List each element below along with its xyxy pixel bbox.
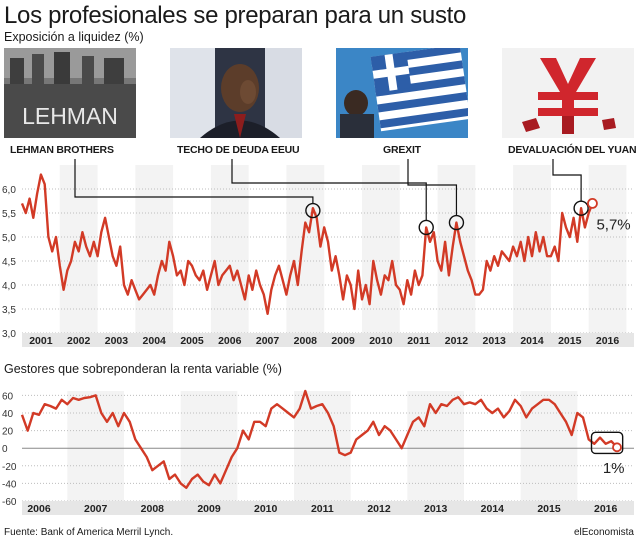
- exposicion-liquidez-line: [20, 173, 594, 315]
- annotation-connector: [74, 159, 314, 204]
- y-tick-label: -60: [2, 497, 17, 508]
- last-value-label: 5,7%: [596, 216, 630, 233]
- lehman-sign-text: LEHMAN: [22, 103, 118, 129]
- yuan-symbol-photo: [502, 48, 634, 138]
- x-tick-label: 2014: [520, 335, 544, 347]
- x-tick-label: 2009: [331, 335, 355, 347]
- y-tick-label: 5,0: [2, 233, 16, 244]
- y-tick-label: 0: [2, 444, 8, 455]
- x-tick-label: 2015: [537, 503, 561, 515]
- last-value-label: 1%: [603, 460, 625, 477]
- x-tick-label: 2005: [180, 335, 204, 347]
- y-tick-label: 3,0: [2, 329, 16, 340]
- x-axis-band: [22, 501, 634, 515]
- event-marker: [573, 200, 589, 216]
- x-tick-label: 2011: [407, 335, 430, 347]
- year-band: [362, 165, 400, 333]
- year-band: [67, 391, 124, 501]
- year-band: [407, 391, 464, 501]
- y-tick-label: 6,0: [2, 185, 16, 196]
- x-tick-label: 2010: [254, 503, 278, 515]
- last-value-point: [587, 198, 598, 209]
- greek-flag-icon: [336, 48, 468, 138]
- x-tick-label: 2012: [367, 503, 391, 515]
- x-tick-label: 2008: [294, 335, 318, 347]
- page-title: Los profesionales se preparan para un su…: [4, 2, 467, 29]
- y-tick-label: -40: [2, 479, 17, 490]
- annotation-connector: [552, 159, 582, 202]
- year-band: [588, 165, 627, 333]
- x-axis-band: [22, 333, 634, 347]
- x-tick-label: 2007: [256, 335, 280, 347]
- gestores-renta-variable-line: [20, 389, 618, 489]
- last-value-point: [612, 442, 622, 453]
- x-tick-label: 2007: [84, 503, 108, 515]
- footer-source: Fuente: Bank of America Merril Lynch.: [4, 527, 174, 538]
- chart2-title: Gestores que sobreponderan la renta vari…: [4, 362, 282, 376]
- event-marker: [305, 202, 321, 219]
- x-tick-label: 2003: [105, 335, 129, 347]
- x-tick-label: 2016: [596, 335, 620, 347]
- caption-grexit: GREXIT: [383, 144, 421, 156]
- x-tick-label: 2009: [197, 503, 221, 515]
- greek-flag-photo: [336, 48, 468, 138]
- x-tick-label: 2011: [311, 503, 334, 515]
- x-tick-label: 2015: [558, 335, 582, 347]
- recent-values-highlight: [590, 431, 624, 455]
- x-tick-label: 2006: [27, 503, 51, 515]
- y-tick-label: 40: [2, 409, 14, 420]
- footer-brand: elEconomista: [573, 527, 634, 538]
- caption-devaluacion-yuan: DEVALUACIÓN DEL YUAN: [508, 144, 637, 156]
- caption-techo-deuda: TECHO DE DEUDA EEUU: [177, 144, 300, 156]
- y-tick-label: 5,5: [2, 209, 16, 220]
- year-band: [135, 165, 174, 333]
- x-tick-label: 2012: [445, 335, 469, 347]
- x-tick-label: 2002: [67, 335, 91, 347]
- year-band: [210, 165, 249, 333]
- obama-photo: [170, 48, 302, 138]
- event-marker: [418, 219, 434, 236]
- year-band: [286, 165, 325, 333]
- y-tick-label: 60: [2, 391, 14, 402]
- x-tick-label: 2014: [481, 503, 505, 515]
- event-marker: [448, 214, 465, 231]
- year-band: [520, 391, 578, 501]
- x-tick-label: 2013: [483, 335, 507, 347]
- y-tick-label: 4,0: [2, 281, 16, 292]
- y-tick-label: 20: [2, 427, 14, 438]
- y-tick-label: -20: [2, 462, 17, 473]
- yuan-icon: [502, 48, 634, 138]
- chart-exposicion-liquidez: 6,0 5,5 5,0 4,5 4,0 3,5 3,0 2001 2002 2003 2004 200…: [2, 159, 634, 347]
- caption-lehman: LEHMAN BROTHERS: [10, 144, 114, 156]
- year-band: [294, 391, 351, 501]
- x-tick-label: 2001: [29, 335, 53, 347]
- annotation-connector: [231, 159, 427, 221]
- person-icon: [170, 48, 302, 138]
- chart1-title: Exposición a liquidez (%): [4, 30, 144, 44]
- x-tick-label: 2006: [218, 335, 242, 347]
- x-tick-label: 2013: [424, 503, 448, 515]
- lehman-building-photo: LEHMAN: [4, 48, 136, 138]
- y-tick-label: 4,5: [2, 257, 16, 268]
- x-tick-label: 2004: [143, 335, 167, 347]
- lehman-building-icon: LEHMAN: [4, 48, 136, 138]
- x-tick-label: 2010: [369, 335, 393, 347]
- annotation-connector: [407, 159, 458, 216]
- y-tick-label: 3,5: [2, 305, 16, 316]
- chart-gestores-renta-variable: 60 40 20 0 -20 -40 -60 2006 2007 2008 2009 2010 2011…: [2, 389, 634, 515]
- x-tick-label: 2008: [141, 503, 165, 515]
- x-tick-label: 2016: [594, 503, 618, 515]
